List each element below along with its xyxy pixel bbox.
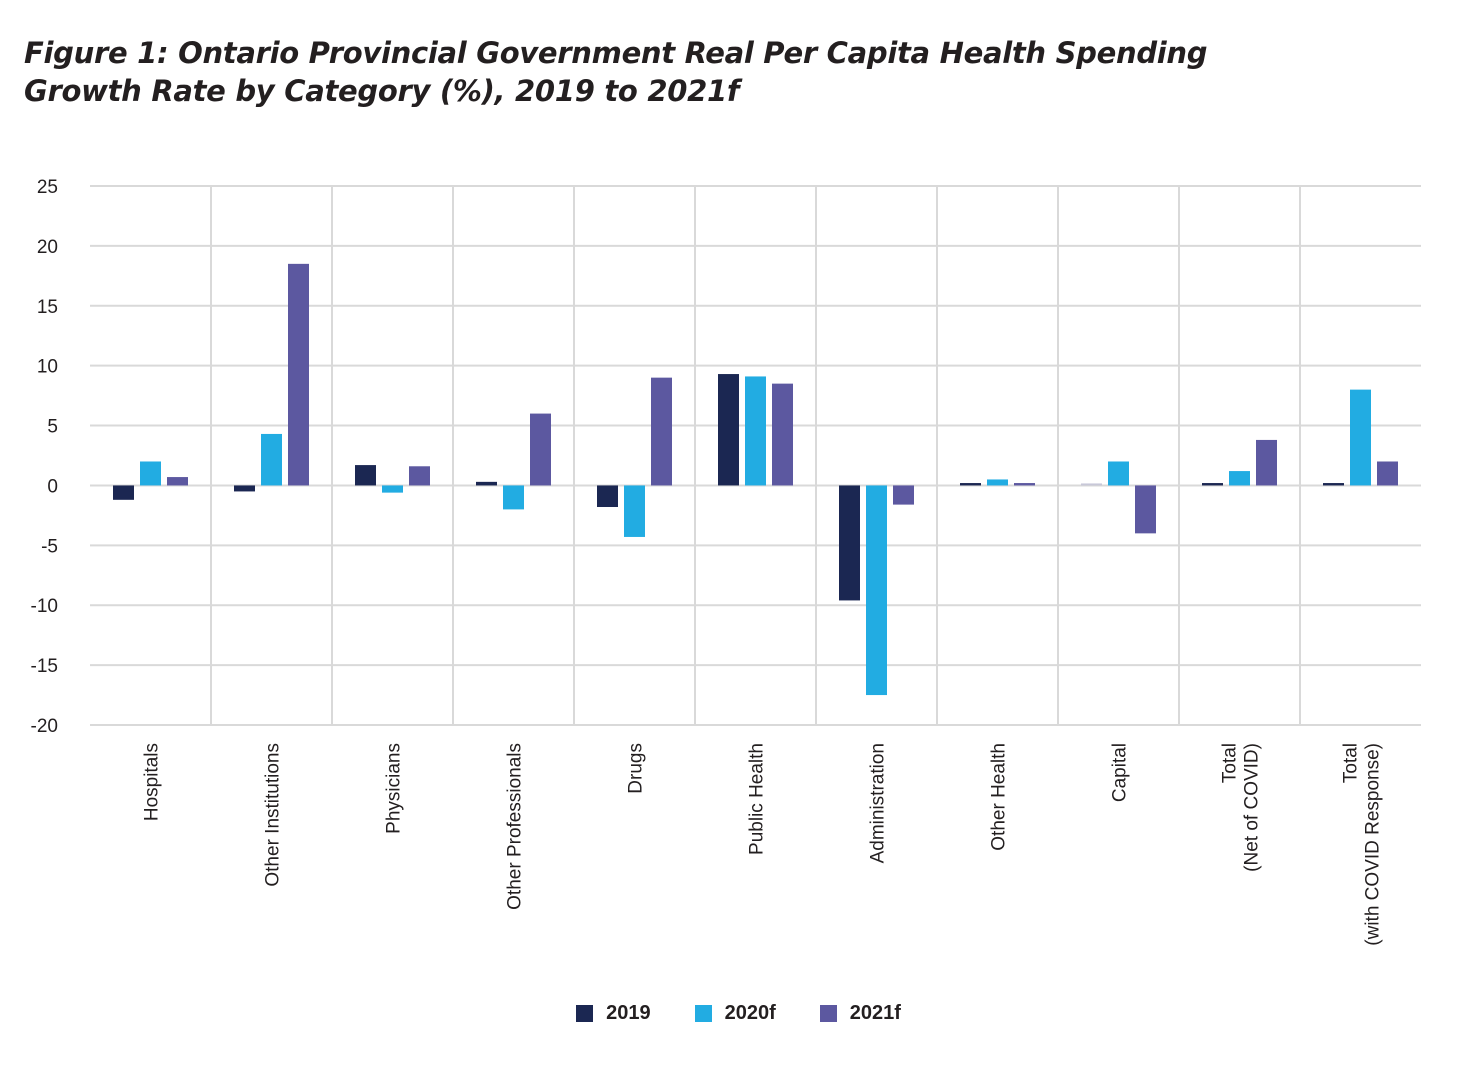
y-tick-label: 10 xyxy=(37,357,58,378)
bar-2021f-physicians xyxy=(409,466,430,486)
legend-label-2019: 2019 xyxy=(606,1002,651,1024)
x-tick-label: Other Institutions xyxy=(263,743,284,887)
bar-2021f-hospitals xyxy=(167,477,188,486)
bar-2021f-other-health xyxy=(1014,483,1035,486)
bar-2020f-other-institutions xyxy=(261,433,282,486)
bar-2021f-other-professionals xyxy=(530,413,551,486)
y-tick-label: 5 xyxy=(47,417,58,438)
y-tick-label: 20 xyxy=(37,237,58,258)
bar-2020f-total-with-covid-response- xyxy=(1350,389,1371,486)
gridlines xyxy=(90,185,1421,726)
bar-2019-total-with-covid-response- xyxy=(1323,483,1344,486)
legend-swatch-2021f xyxy=(819,1005,837,1022)
legend-label-2021f: 2021f xyxy=(849,1002,901,1024)
x-tick-label: Physicians xyxy=(384,743,405,834)
bar-2019-other-institutions xyxy=(234,485,255,492)
legend-item-2019: 2019 xyxy=(576,1002,651,1025)
bar-2019-drugs xyxy=(597,485,618,508)
y-tick-label: -10 xyxy=(31,596,58,617)
bar-2020f-capital xyxy=(1108,461,1129,486)
x-tick-label: (Net of COVID) xyxy=(1242,743,1263,872)
x-tick-label: Administration xyxy=(868,743,889,863)
y-axis: 25 20 15 10 5 0 -5 -10 -15 -20 xyxy=(31,177,58,737)
bar-2020f-other-professionals xyxy=(503,485,524,510)
chart-title-line-1: Figure 1: Ontario Provincial Government … xyxy=(24,36,1208,70)
bar-2020f-other-health xyxy=(987,479,1008,486)
bar-2019-public-health xyxy=(718,374,739,486)
chart-title-line-2: Growth Rate by Category (%), 2019 to 202… xyxy=(24,74,740,108)
x-tick-label: Public Health xyxy=(747,743,768,855)
x-tick-label: Total xyxy=(1220,743,1241,783)
x-tick-label: (with COVID Response) xyxy=(1363,743,1384,946)
x-tick-label: Capital xyxy=(1110,743,1131,802)
bar-2021f-administration xyxy=(893,485,914,505)
bar-2020f-public-health xyxy=(745,376,766,486)
y-tick-label: 0 xyxy=(47,476,58,497)
bar-2020f-hospitals xyxy=(140,461,161,486)
y-tick-label: -15 xyxy=(31,656,58,677)
y-tick-label: 15 xyxy=(37,297,58,318)
x-tick-label: Total xyxy=(1341,743,1362,783)
bar-2019-administration xyxy=(839,485,860,601)
bar-2020f-physicians xyxy=(382,485,403,493)
y-tick-label: -5 xyxy=(41,536,58,557)
bar-2019-other-health xyxy=(960,483,981,486)
legend-item-2020f: 2020f xyxy=(694,1002,776,1025)
bar-2019-other-professionals xyxy=(476,481,497,486)
bar-2021f-total-net-of-covid- xyxy=(1256,439,1277,486)
bar-2021f-drugs xyxy=(651,377,672,486)
bar-2019-physicians xyxy=(355,465,376,486)
bar-2020f-total-net-of-covid- xyxy=(1229,471,1250,486)
legend-swatch-2019 xyxy=(576,1005,594,1022)
bar-2021f-total-with-covid-response- xyxy=(1377,461,1398,486)
bar-2021f-public-health xyxy=(772,383,793,486)
legend-label-2020f: 2020f xyxy=(724,1002,776,1024)
y-tick-label: -20 xyxy=(31,716,58,737)
y-tick-label: 25 xyxy=(37,177,58,198)
bar-2020f-administration xyxy=(866,485,887,696)
legend: 2019 2020f 2021f xyxy=(0,1002,1477,1025)
chart-title: Figure 1: Ontario Provincial Government … xyxy=(24,34,1424,110)
bars xyxy=(113,263,1398,696)
bar-chart: 25 20 15 10 5 0 -5 -10 -15 -20 Hospitals Other Ins… xyxy=(31,177,1421,946)
x-tick-label: Hospitals xyxy=(142,743,163,821)
bar-2021f-capital xyxy=(1135,485,1156,534)
bar-2019-capital xyxy=(1081,483,1102,486)
x-tick-label: Other Health xyxy=(989,743,1010,851)
bar-2019-hospitals xyxy=(113,485,134,500)
bar-2019-total-net-of-covid- xyxy=(1202,483,1223,486)
x-tick-label: Drugs xyxy=(626,743,647,794)
x-axis: Hospitals Other Institutions Physicians Oth… xyxy=(142,743,1384,946)
x-tick-label: Other Professionals xyxy=(505,743,526,910)
legend-swatch-2020f xyxy=(694,1005,712,1022)
legend-item-2021f: 2021f xyxy=(819,1002,901,1025)
bar-2020f-drugs xyxy=(624,485,645,537)
bar-2021f-other-institutions xyxy=(288,263,309,486)
